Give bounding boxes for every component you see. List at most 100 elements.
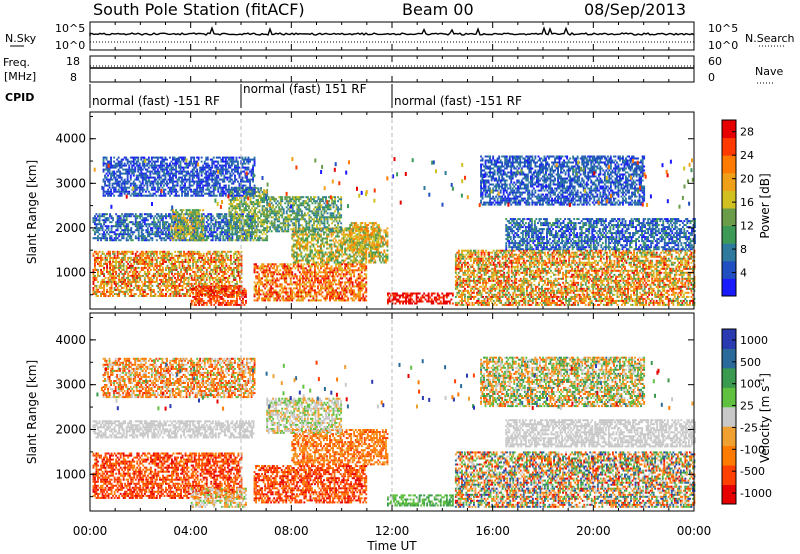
heatmap-cell — [162, 252, 164, 255]
heatmap-cell — [200, 227, 203, 230]
heatmap-cell — [189, 213, 192, 216]
heatmap-cell — [189, 295, 192, 297]
heatmap-cell — [301, 275, 304, 278]
heatmap-cell — [289, 273, 292, 276]
heatmap-cell — [154, 272, 157, 275]
heatmap-cell — [116, 219, 119, 222]
heatmap-cell — [193, 229, 196, 232]
heatmap-cell — [163, 280, 166, 283]
heatmap-cell — [121, 235, 124, 238]
heatmap-cell — [159, 282, 161, 285]
heatmap-cell — [191, 209, 194, 212]
heatmap-cell — [165, 223, 167, 226]
heatmap-cell — [214, 225, 217, 228]
heatmap-cell — [193, 239, 196, 242]
heatmap-cell — [181, 288, 184, 291]
heatmap-cell — [213, 229, 216, 232]
heatmap-cell — [363, 263, 366, 266]
heatmap-cell — [131, 233, 134, 236]
heatmap-cell — [365, 295, 368, 298]
heatmap-cell — [113, 276, 116, 279]
heatmap-cell — [336, 267, 339, 270]
heatmap-cell — [365, 269, 368, 272]
heatmap-cell — [338, 263, 340, 266]
heatmap-cell — [345, 269, 348, 272]
heatmap-cell — [229, 225, 232, 228]
heatmap-cell — [298, 249, 301, 252]
heatmap-cell — [336, 291, 339, 294]
heatmap-cell — [245, 221, 247, 224]
heatmap-cell — [101, 219, 104, 222]
heatmap-cell — [176, 225, 179, 228]
heatmap-cell — [152, 295, 155, 297]
heatmap-cell — [271, 273, 274, 276]
heatmap-cell — [140, 219, 143, 222]
heatmap-cell — [223, 303, 226, 306]
heatmap-cell — [143, 217, 146, 220]
heatmap-cell — [210, 297, 213, 300]
heatmap-cell — [329, 299, 331, 302]
heatmap-cell — [320, 247, 322, 250]
heatmap-cell — [187, 280, 190, 283]
cpid-segment-label: normal (fast) 151 RF — [243, 82, 367, 96]
heatmap-cell — [140, 252, 143, 255]
heatmap-cell — [182, 213, 185, 216]
heatmap-cell — [92, 274, 95, 277]
heatmap-cell — [338, 283, 340, 286]
heatmap-cell — [187, 258, 190, 261]
heatmap-cell — [122, 282, 125, 285]
heatmap-cell — [115, 270, 118, 273]
heatmap-cell — [125, 229, 128, 232]
nsearch-label: N.Search — [745, 32, 795, 45]
heatmap-cell — [195, 285, 198, 288]
heatmap-cell — [165, 268, 167, 271]
heatmap-cell — [363, 299, 366, 302]
heatmap-cell — [261, 199, 264, 202]
heatmap-cell — [136, 260, 139, 263]
heatmap-cell — [98, 223, 101, 226]
heatmap-cell — [130, 235, 133, 238]
heatmap-cell — [121, 272, 124, 275]
heatmap-cell — [222, 272, 225, 275]
heatmap-cell — [363, 267, 366, 270]
heatmap-cell — [359, 289, 362, 292]
heatmap-cell — [159, 274, 161, 277]
heatmap-cell — [101, 225, 104, 228]
heatmap-cell — [183, 293, 185, 295]
heatmap-cell — [278, 206, 281, 209]
heatmap-cell — [301, 297, 304, 300]
heatmap-cell — [124, 293, 127, 295]
heatmap-cell — [225, 221, 228, 224]
heatmap-cell — [121, 268, 124, 271]
heatmap-cell — [127, 250, 130, 253]
heatmap-cell — [307, 293, 310, 296]
heatmap-cell — [128, 278, 131, 281]
heatmap-cell — [234, 215, 237, 218]
heatmap-cell — [149, 260, 152, 263]
heatmap-cell — [182, 225, 185, 228]
heatmap-cell — [347, 247, 350, 250]
heatmap-cell — [312, 285, 315, 288]
heatmap-cell — [103, 288, 105, 291]
heatmap-cell — [178, 262, 181, 265]
heatmap-cell — [271, 293, 274, 296]
heatmap-cell — [252, 233, 255, 236]
heatmap-cell — [152, 276, 155, 279]
heatmap-cell — [258, 221, 261, 224]
heatmap-cell — [171, 272, 173, 275]
heatmap-cell — [357, 275, 360, 278]
heatmap-cell — [112, 266, 114, 269]
heatmap-cell — [122, 237, 125, 240]
heatmap-cell — [359, 281, 362, 284]
heatmap-cell — [198, 274, 201, 277]
heatmap-cell — [139, 225, 142, 228]
heatmap-cell — [202, 258, 205, 261]
heatmap-cell — [211, 258, 214, 261]
heatmap-cell — [214, 278, 217, 281]
heatmap-cell — [226, 258, 229, 261]
heatmap-cell — [228, 203, 231, 206]
heatmap-cell — [146, 233, 149, 236]
heatmap-cell — [124, 227, 127, 230]
heatmap-cell — [335, 295, 337, 298]
heatmap-cell — [109, 254, 111, 257]
